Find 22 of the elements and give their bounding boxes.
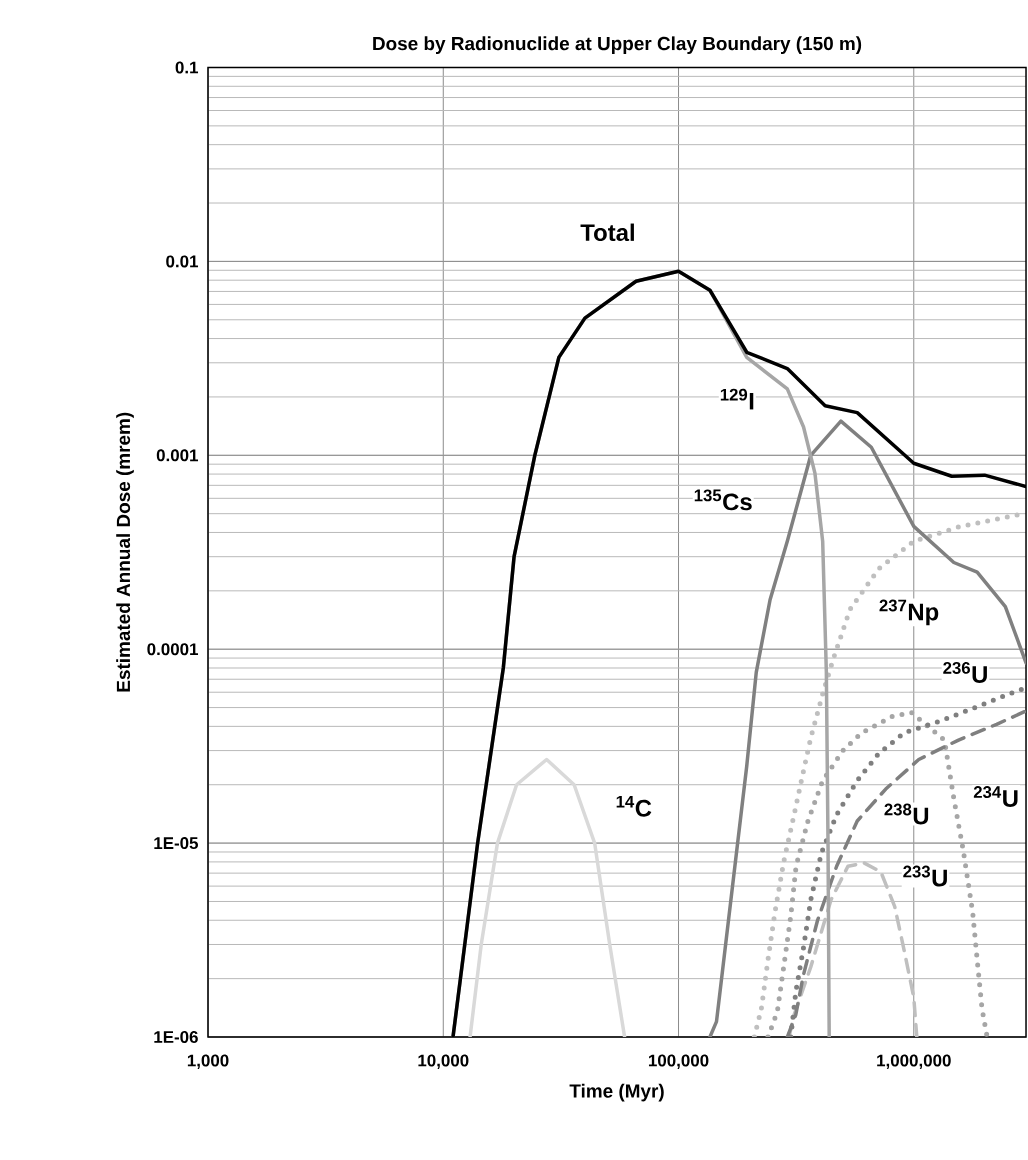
- x-tick-label: 1,000,000: [877, 1054, 951, 1069]
- series-label: $^{129}$I: [720, 388, 754, 410]
- y-tick-label: 0.001: [156, 449, 199, 462]
- series-label: $^{238}$U: [884, 803, 929, 825]
- series-label: Total: [580, 223, 634, 242]
- y-tick-label: 1E-05: [154, 837, 199, 850]
- series-label: $^{14}$C: [616, 795, 652, 817]
- x-tick-label: 100,000: [648, 1054, 709, 1069]
- y-axis-title: Estimated Annual Dose (mrem): [116, 412, 134, 692]
- series-label: $^{233}$U: [903, 865, 947, 887]
- y-tick-label: 0.0001: [147, 643, 199, 656]
- y-tick-label: 1E-06: [154, 1031, 198, 1044]
- y-tick-label: 0.01: [166, 255, 199, 268]
- series-label: $^{234}$U: [973, 786, 1018, 808]
- x-tick-label: 1,000: [187, 1054, 229, 1069]
- x-axis-title: Time (Myr): [569, 1083, 664, 1102]
- chart-title: Dose by Radionuclide at Upper Clay Boundary (150 m): [373, 36, 862, 54]
- series-label: $^{237}$Np: [879, 599, 939, 626]
- x-tick-label: 10,000: [418, 1054, 469, 1069]
- series-label: $^{236}$U: [943, 662, 987, 683]
- series-label: $^{135}$Cs: [694, 489, 752, 511]
- y-tick-label: 0.1: [175, 61, 199, 74]
